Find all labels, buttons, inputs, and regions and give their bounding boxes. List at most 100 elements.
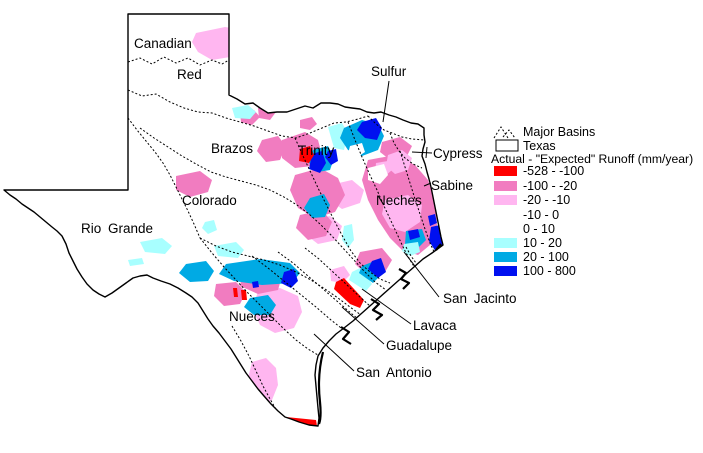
runoff-patch <box>328 123 348 150</box>
runoff-patch <box>233 288 238 297</box>
legend-range: -20 - -10 <box>523 193 570 207</box>
runoff-patch <box>244 295 276 315</box>
basin-label-cypress: Cypress <box>433 146 483 161</box>
runoff-patch <box>214 242 244 258</box>
basin-boundary <box>277 251 365 325</box>
runoff-patch <box>241 290 247 300</box>
runoff-patch <box>232 105 256 119</box>
texas-state-fill <box>4 14 443 426</box>
basin-boundary <box>199 237 319 356</box>
runoff-patch <box>349 268 372 291</box>
guadalupe-leader-line <box>341 306 385 345</box>
basin-boundary <box>127 117 201 239</box>
texas-state-outline <box>3 13 444 427</box>
basin-label-lavaca: Lavaca <box>413 318 457 333</box>
basin-boundaries <box>127 56 436 412</box>
basin-label-red: Red <box>177 67 202 82</box>
runoff-patch <box>334 278 364 308</box>
runoff-patch <box>257 136 286 162</box>
runoff-patch <box>290 168 345 218</box>
runoff-patch <box>325 149 338 165</box>
san-jacinto-leader-line <box>403 251 440 298</box>
basin-boundary <box>304 247 372 308</box>
runoff-patch <box>309 151 326 173</box>
basin-boundary <box>389 132 423 169</box>
bay-mark <box>340 326 352 345</box>
cypress-leader-line <box>411 146 433 159</box>
runoff-patch <box>368 258 386 278</box>
legend-texas-label: Texas <box>523 139 556 153</box>
basin-label-neches: Neches <box>376 193 422 208</box>
legend-swatch <box>494 195 517 205</box>
basin-label-sabine: Sabine <box>431 178 473 193</box>
legend-swatch <box>494 224 517 234</box>
label-leader-lines <box>313 80 440 372</box>
legend-title: Actual - "Expected" Runoff (mm/year) <box>491 152 693 166</box>
runoff-patch <box>402 242 420 256</box>
basin-label-colorado: Colorado <box>182 193 237 208</box>
runoff-patch <box>176 171 212 197</box>
runoff-patch <box>342 224 354 248</box>
runoff-patch <box>281 269 298 288</box>
bay-mark <box>435 243 442 251</box>
runoff-patch <box>408 229 420 240</box>
runoff-patch <box>140 238 172 254</box>
basin-label-trinity: Trinity <box>298 143 334 158</box>
legend-swatch <box>494 210 517 220</box>
basin-label-san-antonio: San Antonio <box>356 365 432 380</box>
basin-label-guadalupe: Guadalupe <box>386 338 452 353</box>
legend-swatch <box>494 238 517 248</box>
legend-swatch <box>494 266 517 276</box>
basin-label-brazos: Brazos <box>211 141 253 156</box>
basin-boundary <box>251 255 346 332</box>
legend-range: -10 - 0 <box>523 208 559 222</box>
legend-swatch <box>494 252 517 262</box>
runoff-patch <box>202 220 217 234</box>
legend: Major Basins Texas Actual - "Expected" R… <box>491 125 693 278</box>
basin-labels: Canadian Red Sulfur Brazos Trinity Cypre… <box>81 36 517 380</box>
coastline-detail <box>317 243 442 425</box>
major-basins-icon <box>493 126 516 139</box>
san-antonio-leader-line <box>313 333 355 372</box>
barrier-island-mark <box>317 351 325 425</box>
runoff-patch <box>179 261 214 282</box>
legend-range: 0 - 10 <box>523 222 555 236</box>
legend-swatch <box>494 166 517 176</box>
basin-boundary <box>139 127 387 291</box>
basin-label-nueces: Nueces <box>229 309 275 324</box>
legend-range: -528 - -100 <box>523 164 584 178</box>
basin-boundary <box>405 246 421 269</box>
basin-boundary <box>199 237 362 316</box>
legend-range: 100 - 800 <box>523 264 576 278</box>
basin-label-san-jacinto: San Jacinto <box>443 291 517 306</box>
runoff-patch <box>428 214 437 226</box>
basin-label-rio-grande: Rio Grande <box>81 221 153 236</box>
legend-swatch <box>494 181 517 191</box>
runoff-patch <box>128 258 144 266</box>
runoff-patch <box>330 266 350 283</box>
runoff-patch <box>368 164 388 184</box>
legend-major-basins-label: Major Basins <box>523 125 595 139</box>
legend-range: -100 - -20 <box>523 179 577 193</box>
runoff-patch <box>357 118 382 140</box>
runoff-patch <box>299 146 314 163</box>
texas-box-icon <box>495 139 519 152</box>
basin-label-canadian: Canadian <box>134 36 192 51</box>
basin-boundary <box>127 89 369 139</box>
lavaca-leader-line <box>361 288 412 325</box>
runoff-patch <box>219 259 300 285</box>
basin-boundary <box>231 325 278 412</box>
basin-label-sulfur: Sulfur <box>371 64 407 79</box>
runoff-patch <box>296 210 332 240</box>
runoff-patch <box>348 143 365 158</box>
runoff-patch <box>252 281 259 288</box>
sulfur-leader-line <box>382 80 390 123</box>
runoff-patch <box>300 117 317 130</box>
bay-mark <box>370 298 384 321</box>
runoff-patch <box>214 282 246 306</box>
basin-boundary <box>294 137 391 284</box>
basin-boundary <box>367 115 425 141</box>
legend-range: 10 - 20 <box>523 236 562 250</box>
